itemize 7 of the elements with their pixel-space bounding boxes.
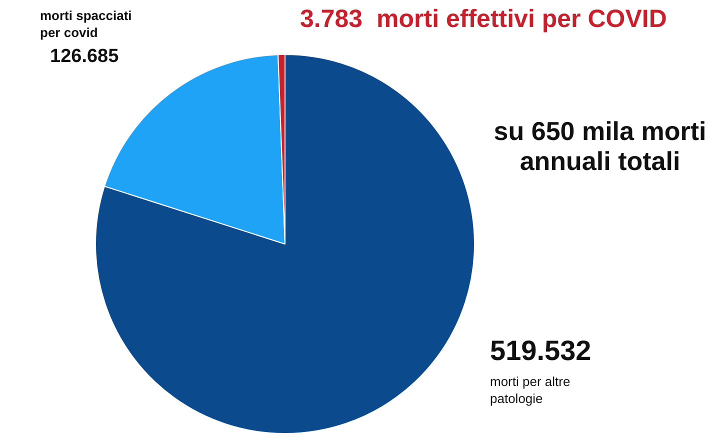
- data-label: 126.685: [50, 46, 120, 67]
- slice-label: morti per altre patologie: [490, 374, 570, 406]
- slice-label: morti effettivi per COVID: [376, 5, 667, 33]
- data-label: 519.532: [490, 335, 592, 366]
- data-label: 3.783: [300, 5, 363, 33]
- slice-label: morti spacciati per covid: [40, 8, 132, 40]
- text: su 650 mila morti annuali totali: [494, 116, 706, 176]
